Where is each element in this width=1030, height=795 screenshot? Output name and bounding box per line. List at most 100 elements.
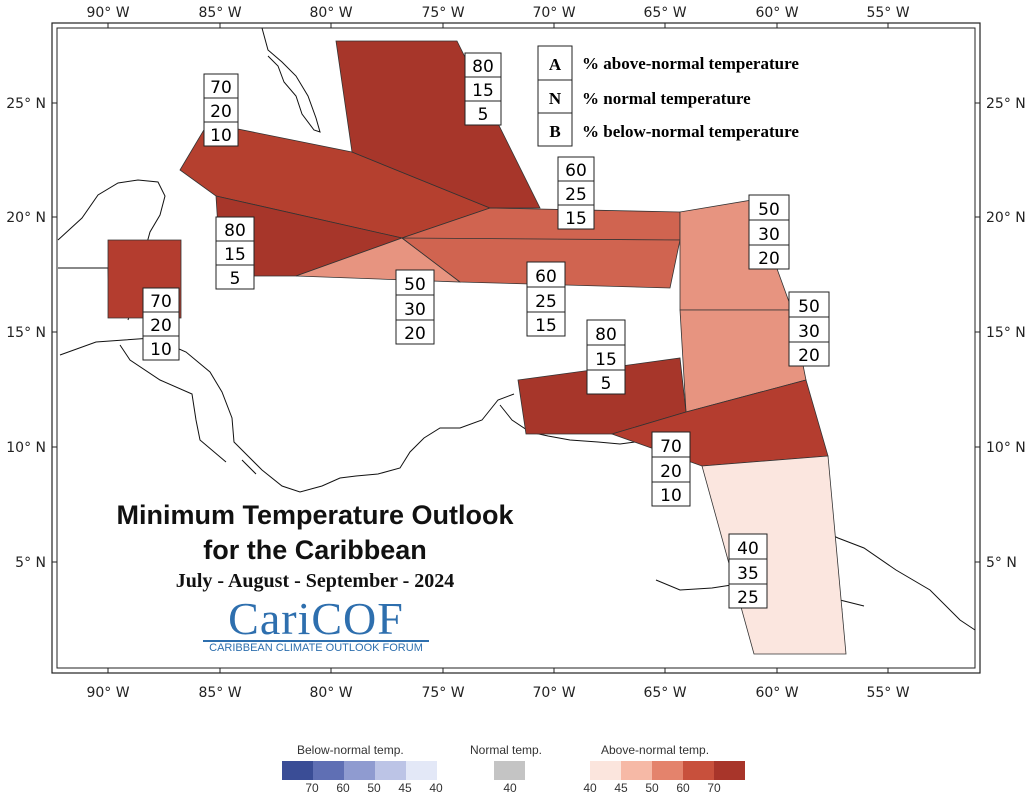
prob-below: 5: [601, 374, 612, 394]
below-normal-swatches: [282, 761, 437, 780]
map-inner-frame: [56, 27, 976, 669]
prob-above: 80: [595, 325, 617, 345]
caricof-logo: CariCOF CARIBBEAN CLIMATE OUTLOOK FORUM: [201, 594, 431, 658]
latitude-label: 5° N: [986, 555, 1017, 571]
logo-word-part2: COF: [311, 593, 404, 644]
above-normal-swatches: [590, 761, 745, 780]
longitude-label: 60° W: [755, 5, 798, 21]
prob-above: 80: [472, 57, 494, 77]
below-normal-swatch: [344, 761, 375, 780]
above-normal-tick: 60: [676, 781, 690, 795]
latitude-label: 10° N: [6, 440, 46, 456]
below-normal-swatch: [313, 761, 344, 780]
florida-coast: [261, 27, 321, 133]
latitude-label: 5° N: [15, 555, 46, 571]
prob-normal: 30: [758, 225, 780, 245]
key-letter-below: B: [549, 122, 560, 141]
longitude-label: 90° W: [86, 685, 129, 701]
prob-box-hispaniola-pr: 60 25 15: [557, 156, 595, 230]
prob-above: 70: [150, 292, 172, 312]
latitude-label: 20° N: [986, 210, 1026, 226]
prob-box-trinidad-tobago: 70 20 10: [651, 431, 691, 507]
latitude-labels-left: 25° N 20° N 15° N 10° N 5° N: [6, 96, 46, 571]
prob-above: 70: [660, 437, 682, 457]
prob-normal: 20: [210, 102, 232, 122]
latitude-label: 15° N: [986, 325, 1026, 341]
key-text-above: % above-normal temperature: [582, 54, 799, 73]
map-title-line2: for the Caribbean: [203, 535, 427, 565]
longitude-label: 70° W: [532, 5, 575, 21]
prob-normal: 25: [535, 292, 557, 312]
key-letter-above: A: [549, 55, 562, 74]
above-normal-tick: 40: [583, 781, 597, 795]
caribbean-outlook-map: 90° W 85° W 80° W 75° W 70° W 65° W 60° W 55° W…: [6, 5, 1026, 701]
longitude-label: 55° W: [866, 5, 909, 21]
prob-box-belize: 70 20 10: [142, 287, 180, 361]
prob-box-bahamas: 80 15 5: [464, 52, 502, 126]
longitude-label: 85° W: [198, 685, 241, 701]
prob-box-cuba-cayman: 70 20 10: [203, 73, 239, 147]
normal-swatches: [494, 761, 525, 780]
prob-box-leeward-islands: 50 30 20: [748, 194, 790, 270]
below-normal-tick: 50: [367, 781, 381, 795]
logo-word-part1: Cari: [228, 593, 312, 644]
above-normal-tick: 50: [645, 781, 659, 795]
logo-wordmark: CariCOF: [201, 594, 431, 644]
below-normal-tick: 40: [429, 781, 443, 795]
prob-below: 10: [210, 126, 232, 146]
prob-normal: 25: [565, 185, 587, 205]
below-normal-swatch: [375, 761, 406, 780]
central-america-inland: [119, 344, 257, 475]
above-normal-swatch: [652, 761, 683, 780]
normal-title: Normal temp.: [470, 743, 543, 757]
prob-above: 60: [565, 161, 587, 181]
prob-below: 20: [404, 324, 426, 344]
logo-subtitle: CARIBBEAN CLIMATE OUTLOOK FORUM: [209, 642, 423, 654]
above-normal-swatch: [590, 761, 621, 780]
prob-normal: 35: [737, 564, 759, 584]
prob-below: 5: [478, 105, 489, 125]
longitude-label: 70° W: [532, 685, 575, 701]
latitude-label: 15° N: [6, 325, 46, 341]
prob-below: 15: [565, 209, 587, 229]
latitude-label: 25° N: [986, 96, 1026, 112]
prob-above: 50: [798, 297, 820, 317]
prob-above: 50: [404, 275, 426, 295]
latitude-label: 20° N: [6, 210, 46, 226]
prob-below: 25: [737, 588, 759, 608]
longitude-label: 90° W: [86, 5, 129, 21]
longitude-label: 85° W: [198, 5, 241, 21]
prob-above: 50: [758, 200, 780, 220]
above-normal-tick: 70: [707, 781, 721, 795]
prob-below: 10: [150, 340, 172, 360]
prob-normal: 20: [150, 316, 172, 336]
map-title-line1: Minimum Temperature Outlook: [116, 500, 514, 530]
below-normal-swatch: [282, 761, 313, 780]
above-normal-swatch: [714, 761, 745, 780]
axis-ticks: [52, 23, 980, 673]
longitude-label: 65° W: [643, 685, 686, 701]
prob-below: 20: [758, 249, 780, 269]
probability-boxes: 70 20 10 80 15 5 60 25 15 70 20 10: [142, 52, 830, 609]
longitude-label: 75° W: [421, 685, 464, 701]
above-normal-tick: 45: [614, 781, 628, 795]
longitude-labels-top: 90° W 85° W 80° W 75° W 70° W 65° W 60° W 55° W: [86, 5, 909, 21]
prob-box-guianas: 40 35 25: [728, 533, 768, 609]
below-normal-swatch: [406, 761, 437, 780]
longitude-label: 65° W: [643, 5, 686, 21]
longitude-labels-bottom: 90° W 85° W 80° W 75° W 70° W 65° W 60° W 55° W: [86, 685, 909, 701]
prob-below: 20: [798, 346, 820, 366]
latitude-label: 25° N: [6, 96, 46, 112]
prob-normal: 20: [660, 462, 682, 482]
longitude-label: 55° W: [866, 685, 909, 701]
key-text-below: % below-normal temperature: [582, 122, 799, 141]
color-scale-legend: Below-normal temp. Normal temp. Above-no…: [0, 740, 1030, 795]
above-normal-swatch: [683, 761, 714, 780]
prob-above: 60: [535, 267, 557, 287]
prob-box-abc-islands: 80 15 5: [586, 319, 626, 395]
above-normal-title: Above-normal temp.: [601, 743, 710, 757]
below-normal-tick: 60: [336, 781, 350, 795]
normal-tick: 40: [503, 781, 517, 795]
prob-below: 10: [660, 486, 682, 506]
prob-below: 5: [230, 269, 241, 289]
